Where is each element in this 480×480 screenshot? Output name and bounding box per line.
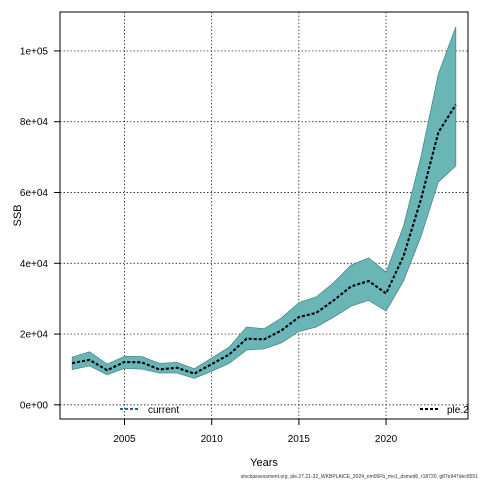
confidence-band-ple2 <box>71 26 457 379</box>
x-tick-label-3: 2020 <box>375 434 398 445</box>
y-tick-label-0: 0e+00 <box>20 400 49 411</box>
x-axis-title: Years <box>250 457 278 469</box>
x-tick-label-2: 2015 <box>288 434 311 445</box>
y-axis-title: SSB <box>12 204 24 226</box>
y-tick-label-3: 6e+04 <box>20 188 49 199</box>
series-line-ple2 <box>72 104 457 375</box>
y-tick-label-1: 2e+04 <box>20 330 49 341</box>
legend: current ple.2 <box>120 405 469 416</box>
x-tick-label-1: 2010 <box>201 434 224 445</box>
footnote-source: stockassessment.org, ple.27.21-32_WKBPLA… <box>241 474 479 480</box>
legend-label-current: current <box>148 405 179 416</box>
x-tick-label-0: 2005 <box>113 434 136 445</box>
y-tick-label-5: 1e+05 <box>20 46 49 57</box>
y-tick-label-4: 8e+04 <box>20 117 49 128</box>
legend-label-ple2: ple.2 <box>447 405 469 416</box>
x-axis-ticks: 2005 2010 2015 2020 <box>113 419 398 445</box>
y-axis-ticks: 0e+00 2e+04 4e+04 6e+04 8e+04 1e+05 <box>20 46 60 411</box>
y-tick-label-2: 4e+04 <box>20 259 49 270</box>
plot-frame <box>59 11 469 420</box>
